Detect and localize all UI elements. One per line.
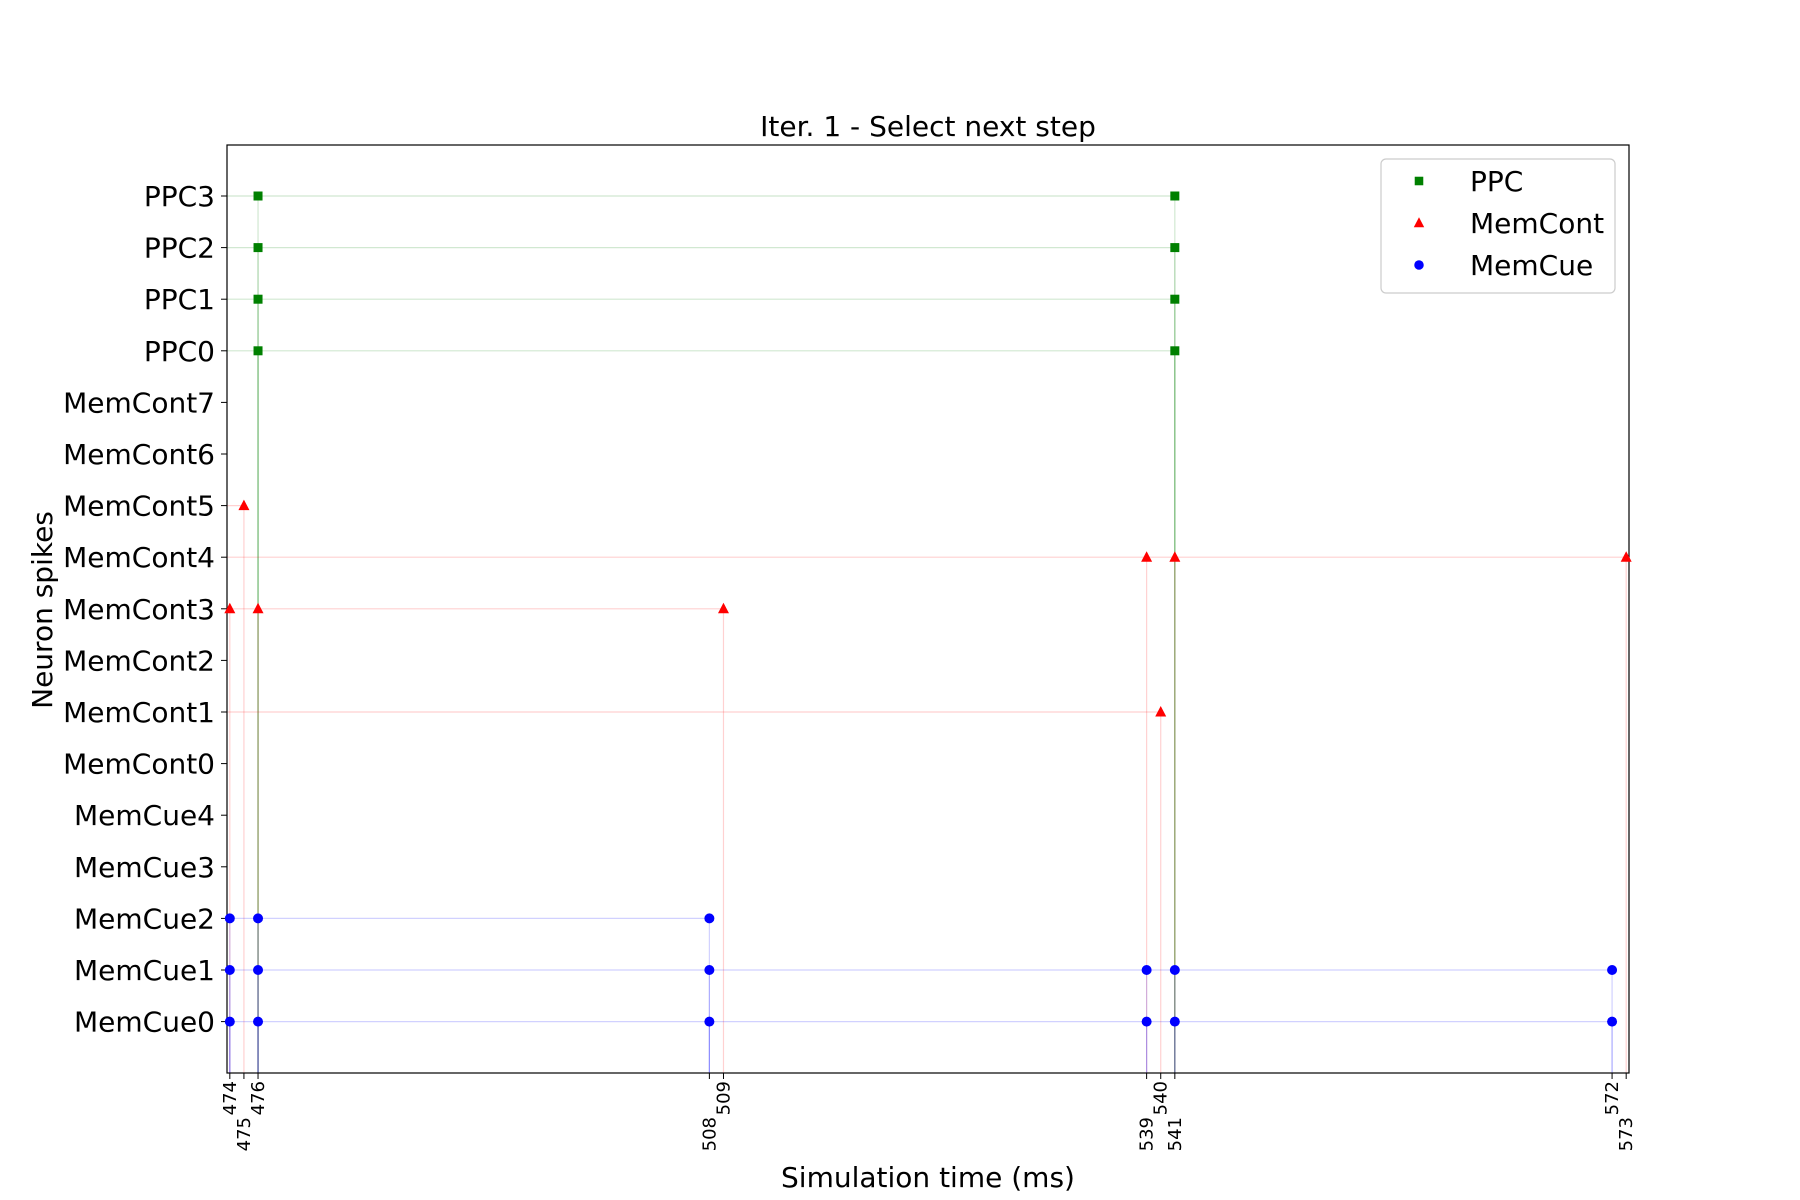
y-tick-label-memcont6: MemCont6 bbox=[63, 438, 215, 471]
x-axis-title: Simulation time (ms) bbox=[781, 1161, 1075, 1194]
memcont-spike-marker bbox=[1620, 551, 1632, 562]
spike-markers bbox=[224, 191, 1632, 1027]
memcue-spike-marker bbox=[1607, 1016, 1618, 1027]
connector-lines bbox=[227, 195, 1627, 1073]
y-axis-title: Neuron spikes bbox=[26, 511, 59, 709]
y-tick-label-ppc1: PPC1 bbox=[144, 283, 215, 316]
memcue-spike-marker bbox=[224, 913, 235, 924]
chart-title: Iter. 1 - Select next step bbox=[760, 110, 1096, 143]
memcue-spike-marker bbox=[224, 1016, 235, 1027]
x-tick-label-541: 541 bbox=[1165, 1117, 1186, 1151]
y-tick-label-ppc0: PPC0 bbox=[144, 335, 215, 368]
x-tick-label-509: 509 bbox=[713, 1081, 734, 1115]
x-tick-label-476: 476 bbox=[248, 1081, 269, 1115]
ppc-spike-marker bbox=[1170, 243, 1180, 253]
y-axis: MemCue0 MemCue1 MemCue2 MemCue3 MemCue4 MemCo… bbox=[63, 180, 227, 1039]
y-tick-label-memcue3: MemCue3 bbox=[74, 851, 215, 884]
y-tick-label-memcont2: MemCont2 bbox=[63, 644, 215, 677]
x-tick-label-540: 540 bbox=[1151, 1081, 1172, 1115]
y-tick-label-memcont1: MemCont1 bbox=[63, 696, 215, 729]
legend-label-ppc: PPC bbox=[1470, 165, 1523, 198]
legend-marker-memcue bbox=[1414, 260, 1424, 270]
memcont-spike-marker bbox=[252, 602, 264, 614]
y-tick-label-memcont3: MemCont3 bbox=[63, 593, 215, 626]
memcue-spike-marker bbox=[704, 1016, 715, 1027]
y-tick-label-ppc3: PPC3 bbox=[144, 180, 215, 213]
memcont-spike-marker bbox=[1169, 551, 1181, 562]
legend-label-memcue: MemCue bbox=[1470, 249, 1593, 282]
x-tick-label-508: 508 bbox=[699, 1117, 720, 1151]
legend: PPC MemCont MemCue bbox=[1380, 158, 1616, 294]
memcue-spike-marker bbox=[253, 913, 264, 924]
legend-marker-memcont bbox=[1413, 217, 1425, 228]
x-tick-label-539: 539 bbox=[1137, 1117, 1158, 1151]
memcue-spike-marker bbox=[253, 965, 264, 975]
y-tick-label-memcue0: MemCue0 bbox=[74, 1006, 215, 1039]
ppc-spike-marker bbox=[253, 243, 263, 253]
memcont-spike-marker bbox=[224, 602, 236, 614]
y-tick-label-memcue2: MemCue2 bbox=[74, 902, 215, 935]
legend-marker-ppc bbox=[1414, 176, 1424, 186]
memcont-spike-marker bbox=[717, 602, 729, 614]
y-tick-label-ppc2: PPC2 bbox=[144, 232, 215, 265]
ppc-spike-marker bbox=[253, 346, 263, 356]
memcont-spike-marker bbox=[1141, 551, 1153, 562]
memcont-spike-marker bbox=[238, 499, 250, 511]
y-tick-label-memcont0: MemCont0 bbox=[63, 748, 215, 781]
legend-label-memcont: MemCont bbox=[1470, 207, 1604, 240]
legend-frame bbox=[1380, 158, 1616, 294]
memcue-spike-marker bbox=[1141, 965, 1152, 975]
memcue-spike-marker bbox=[253, 1016, 264, 1027]
y-tick-label-memcont5: MemCont5 bbox=[63, 490, 215, 523]
y-tick-label-memcont4: MemCont4 bbox=[63, 541, 215, 574]
x-tick-label-475: 475 bbox=[234, 1117, 255, 1151]
memcue-spike-marker bbox=[1169, 1016, 1180, 1027]
memcue-spike-marker bbox=[704, 913, 715, 924]
memcont-spike-marker bbox=[1155, 706, 1167, 717]
ppc-spike-marker bbox=[253, 294, 263, 304]
memcue-spike-marker bbox=[1169, 965, 1180, 975]
y-tick-label-memcue1: MemCue1 bbox=[74, 954, 215, 987]
x-tick-label-474: 474 bbox=[220, 1081, 241, 1115]
y-tick-label-memcue4: MemCue4 bbox=[74, 799, 215, 832]
ppc-spike-marker bbox=[1170, 191, 1180, 201]
ppc-spike-marker bbox=[1170, 294, 1180, 304]
memcue-spike-marker bbox=[224, 965, 235, 975]
x-tick-label-572: 572 bbox=[1602, 1081, 1623, 1115]
ppc-spike-marker bbox=[1170, 346, 1180, 356]
memcue-spike-marker bbox=[704, 965, 715, 975]
memcue-spike-marker bbox=[1141, 1016, 1152, 1027]
y-tick-label-memcont7: MemCont7 bbox=[63, 386, 215, 419]
x-tick-label-573: 573 bbox=[1616, 1117, 1637, 1151]
ppc-spike-marker bbox=[253, 191, 263, 201]
memcue-spike-marker bbox=[1607, 965, 1618, 975]
